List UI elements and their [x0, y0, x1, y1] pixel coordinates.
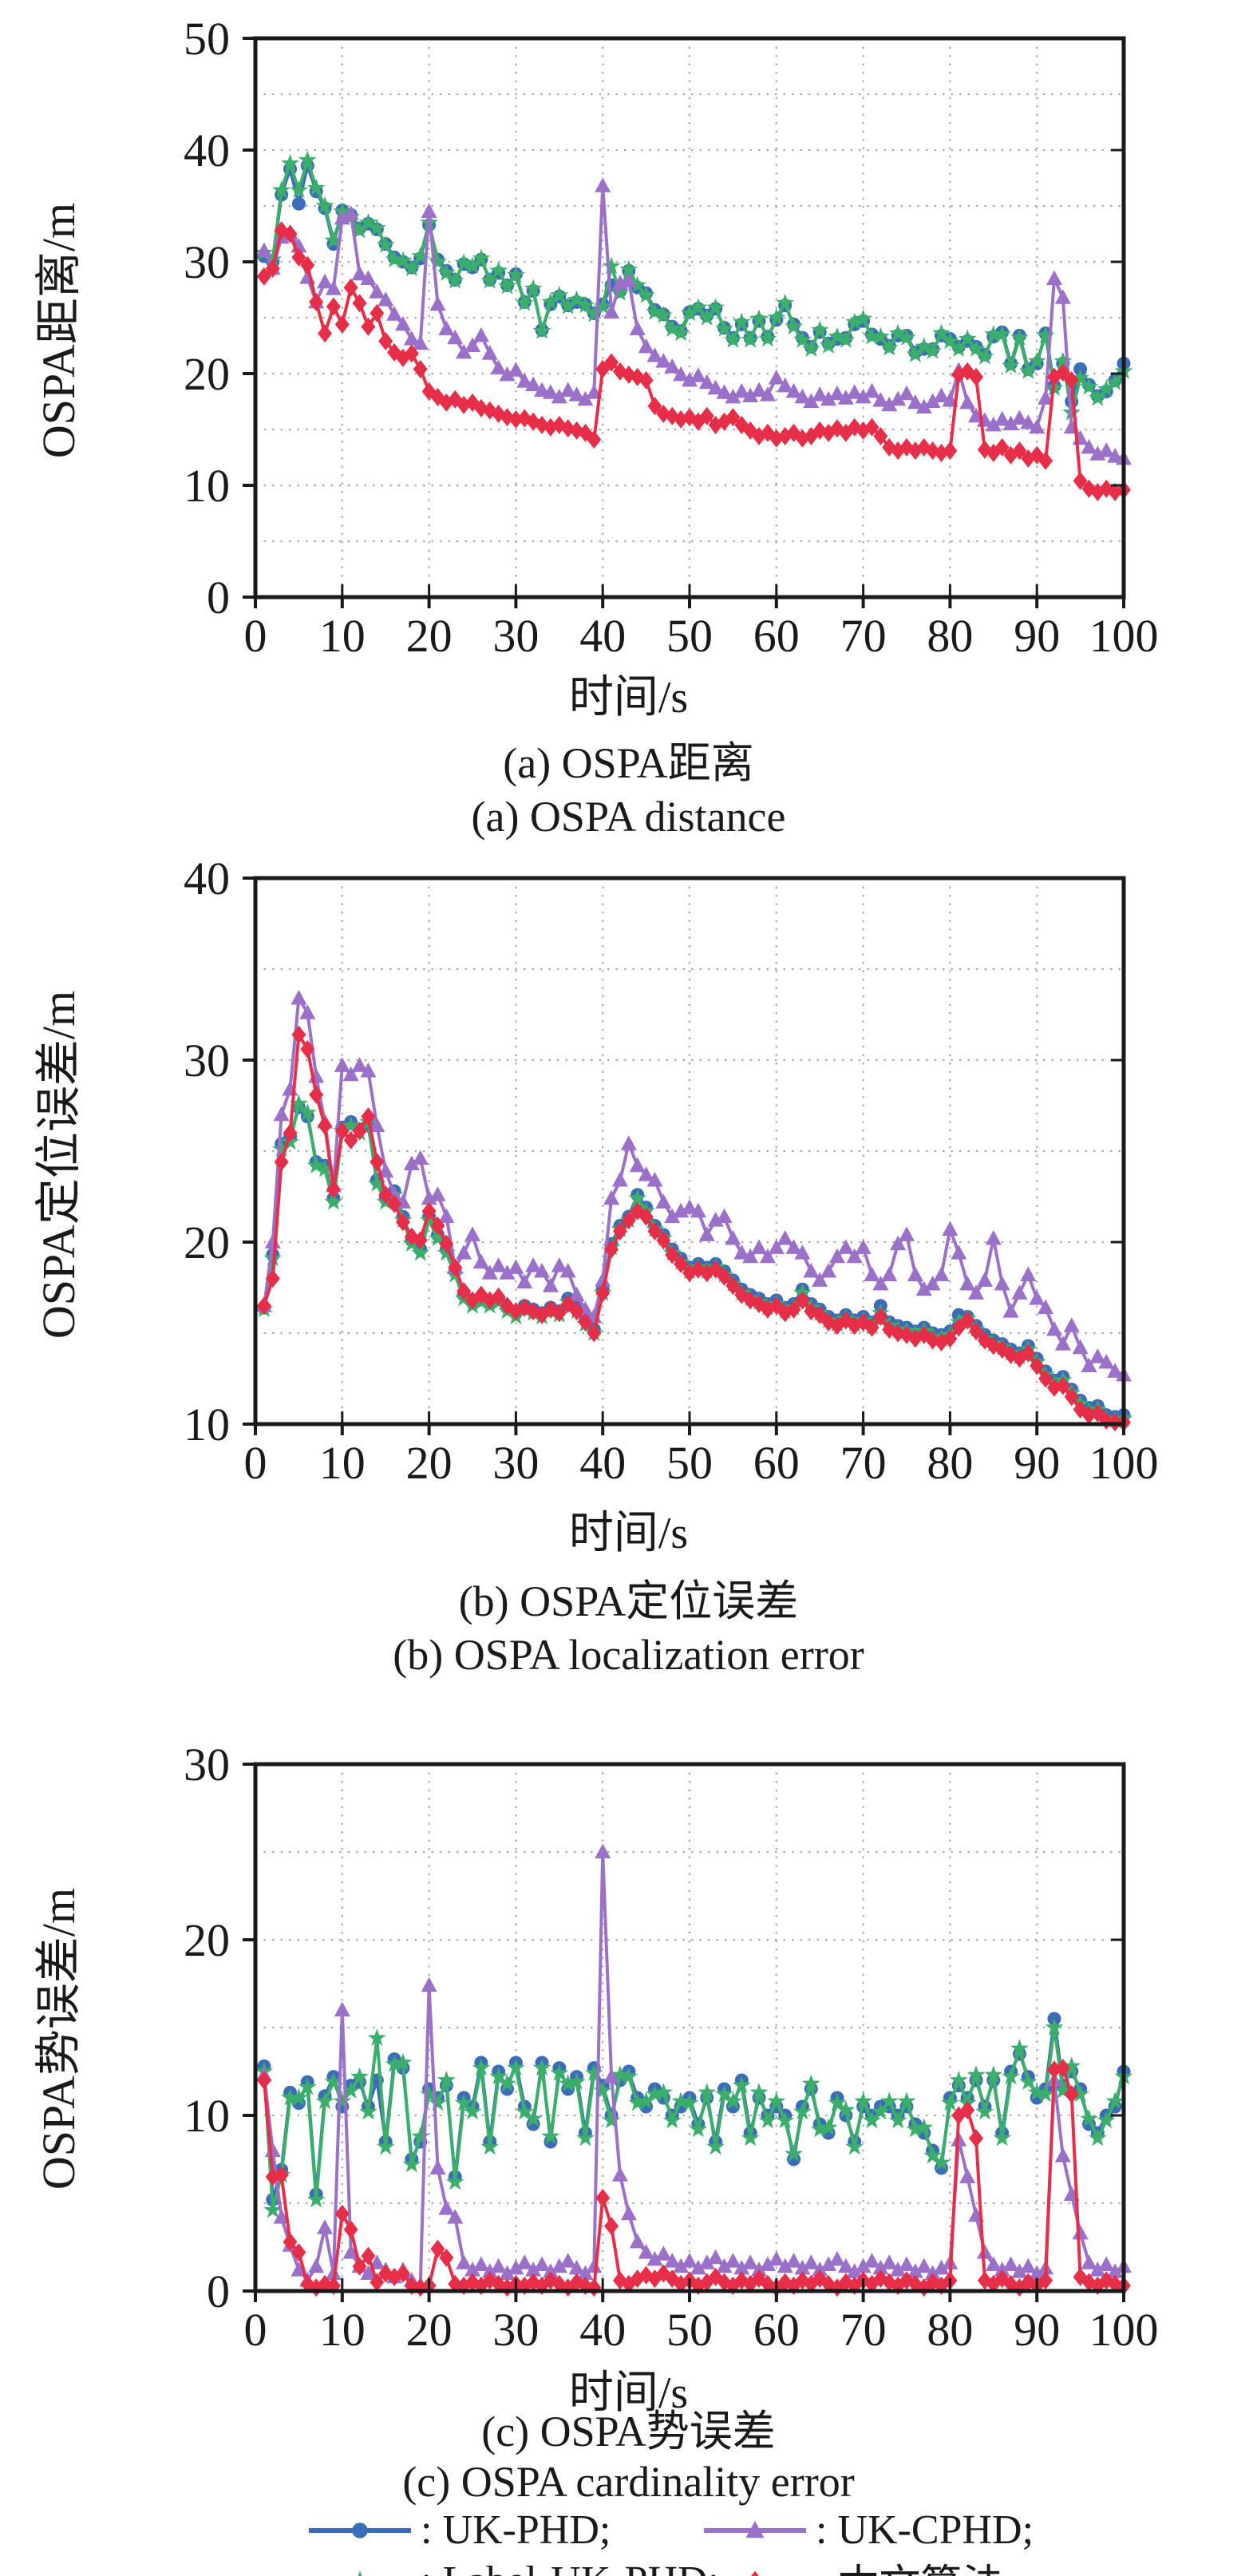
legend-item-proposed: : 本文算法。: [702, 2551, 1045, 2576]
x-tick-label: 0: [244, 1437, 267, 1489]
chart-ospa-cardinality-error: 0 10 20 30 40 50 60 70 80 90 100 0 10 20 30: [184, 1739, 1159, 2356]
series-line: [263, 158, 1125, 414]
x-tick-label: 30: [492, 1437, 539, 1489]
chart-a-caption-zh: (a) OSPA距离: [503, 739, 754, 787]
x-tick-label: 70: [840, 1437, 887, 1489]
x-tick-label: 30: [492, 2304, 539, 2356]
chart-c-x-axis-label: 时间/s: [568, 2368, 689, 2418]
y-tick-label: 20: [184, 348, 230, 400]
y-tick-label: 0: [207, 572, 230, 623]
legend-label-label-ukphd: : Label-UK-PHD;: [421, 2558, 719, 2576]
x-tick-label: 50: [666, 1437, 713, 1489]
chart-c-caption-zh: (c) OSPA势误差: [481, 2408, 776, 2455]
y-tick-label: 40: [184, 125, 230, 176]
label-ukphd-line-marker-icon: [358, 2570, 362, 2576]
y-tick-label: 30: [184, 236, 230, 288]
series-本文算法-a: [256, 221, 1131, 501]
y-tick-label: 30: [184, 1035, 230, 1086]
x-tick-label: 90: [1014, 1437, 1060, 1489]
x-tick-label: 40: [579, 610, 626, 662]
x-tick-label: 50: [666, 2304, 713, 2356]
axes-b: 0 10 20 30 40 50 60 70 80 90 100 10 20 30 40: [184, 853, 1159, 1489]
x-tick-label: 80: [927, 1437, 973, 1489]
x-tick-label: 0: [244, 2304, 267, 2356]
series-UK-PHD-a: [257, 159, 1131, 409]
series-line: [262, 2026, 1125, 2212]
axes-a: 0 10 20 30 40 50 60 70 80 90 100 0 10 20 30 40 50: [184, 13, 1159, 662]
chart-c-y-axis-label: OSPA势误差/m: [33, 1887, 85, 2190]
series-本文算法-b: [256, 1025, 1131, 1432]
chart-b-x-axis-label: 时间/s: [568, 1509, 689, 1558]
x-tick-label: 60: [753, 1437, 800, 1489]
series-UK-CPHD-b: [255, 989, 1132, 1382]
x-tick-label: 100: [1089, 2304, 1159, 2356]
x-tick-label: 40: [579, 1437, 626, 1489]
grid-a: [255, 38, 1124, 597]
chart-a-x-axis-label: 时间/s: [568, 673, 689, 722]
x-tick-label: 20: [406, 1437, 453, 1489]
x-tick-label: 90: [1014, 2304, 1060, 2356]
y-tick-label: 10: [184, 1399, 230, 1450]
grid-c: [255, 1764, 1124, 2291]
ukcphd-line-marker-icon: [704, 2520, 806, 2538]
x-tick-label: 10: [319, 610, 366, 662]
y-tick-label: 0: [207, 2265, 230, 2317]
x-tick-label: 0: [244, 610, 267, 662]
y-tick-label: 30: [184, 1739, 230, 1791]
chart-b-caption-en: (b) OSPA localization error: [393, 1631, 864, 1679]
x-tick-label: 90: [1014, 610, 1060, 662]
proposed-line-marker-icon: [750, 2570, 760, 2576]
x-tick-label: 40: [579, 2304, 626, 2356]
series-UK-CPHD-c: [255, 1843, 1132, 2293]
y-tick-label: 20: [184, 1217, 230, 1268]
x-tick-label: 30: [492, 610, 539, 662]
x-tick-label: 20: [406, 2304, 453, 2356]
axes-c: 0 10 20 30 40 50 60 70 80 90 100 0 10 20 30: [184, 1739, 1159, 2356]
x-tick-label: 80: [927, 2304, 973, 2356]
chart-a-caption-en: (a) OSPA distance: [471, 793, 786, 841]
chart-c-caption-en: (c) OSPA cardinality error: [402, 2458, 855, 2506]
chart-b-y-axis-label: OSPA定位误差/m: [33, 990, 85, 1339]
x-tick-label: 10: [319, 1437, 366, 1489]
y-tick-label: 10: [184, 460, 230, 512]
x-tick-label: 60: [753, 610, 800, 662]
chart-ospa-distance: 0 10 20 30 40 50 60 70 80 90 100 0 10 20 30 40 50: [184, 13, 1159, 662]
y-tick-label: 20: [184, 1914, 230, 1966]
x-tick-label: 100: [1089, 610, 1159, 662]
x-tick-label: 100: [1089, 1437, 1159, 1489]
ukphd-line-marker-icon: [309, 2522, 411, 2538]
legend-item-ukcphd: : UK-CPHD;: [702, 2507, 1034, 2554]
chart-ospa-localization-error: 0 10 20 30 40 50 60 70 80 90 100 10 20 30 40: [184, 853, 1159, 1489]
y-tick-label: 40: [184, 853, 230, 904]
x-tick-label: 20: [406, 610, 453, 662]
legend-label-ukphd: : UK-PHD;: [421, 2507, 611, 2553]
series-line: [262, 1033, 1124, 1424]
x-tick-label: 60: [753, 2304, 800, 2356]
y-tick-label: 50: [184, 13, 230, 65]
x-tick-label: 50: [666, 610, 713, 662]
legend-label-ukcphd: : UK-CPHD;: [816, 2507, 1034, 2553]
series-line: [263, 164, 1125, 403]
chart-b-caption-zh: (b) OSPA定位误差: [458, 1577, 799, 1625]
x-tick-label: 10: [319, 2304, 366, 2356]
series-UK-CPHD-a: [255, 177, 1132, 465]
x-tick-label: 70: [840, 2304, 887, 2356]
x-tick-label: 80: [927, 610, 973, 662]
chart-a-y-axis-label: OSPA距离/m: [33, 202, 85, 459]
x-tick-label: 70: [840, 610, 887, 662]
series-Label-UK-PHD-c: [255, 2018, 1133, 2218]
legend-item-label-ukphd: : Label-UK-PHD;: [307, 2558, 719, 2576]
y-tick-label: 10: [184, 2090, 230, 2142]
legend-label-proposed: : 本文算法。: [816, 2551, 1045, 2576]
legend-item-ukphd: : UK-PHD;: [307, 2507, 702, 2554]
